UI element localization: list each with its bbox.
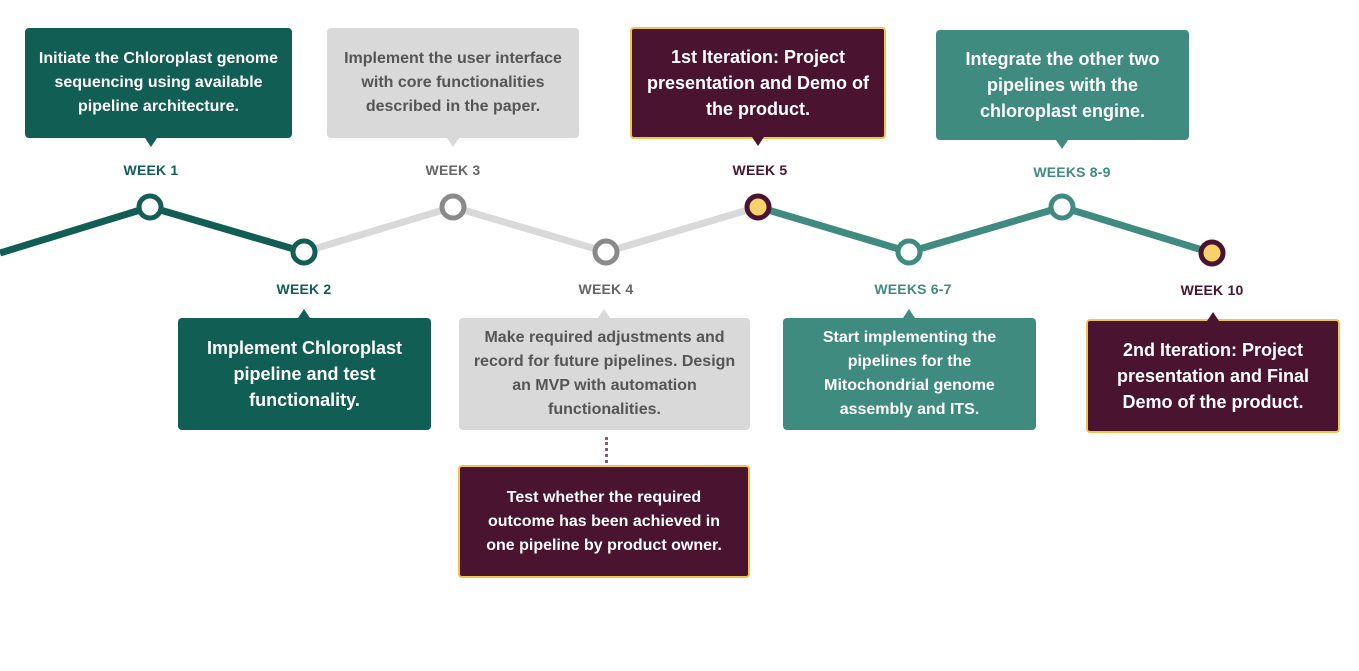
milestone-box-week-1: Initiate the Chloroplast genome sequenci… [25, 28, 292, 147]
milestone-box-weeks-6-7: Start implementing the pipelines for the… [783, 309, 1036, 430]
timeline-segment-7-8 [1060, 203, 1214, 257]
week-label-5: WEEK 5 [732, 162, 788, 178]
milestone-text-week-3: Implement the user interface with core f… [344, 50, 562, 115]
node-weeks-8-9 [1048, 193, 1076, 221]
node-week-4 [592, 238, 620, 266]
week-label-2: WEEK 2 [276, 281, 332, 297]
node-week-10 [1198, 239, 1226, 267]
node-week-2 [290, 238, 318, 266]
timeline-segment-6-7 [908, 203, 1063, 256]
timeline-segment-2-3 [302, 203, 455, 256]
week-label-6-7: WEEKS 6-7 [874, 281, 952, 297]
milestone-text-week-10: 2nd Iteration: Project presentation and … [1116, 340, 1310, 412]
timeline-segment-start [0, 203, 152, 257]
milestone-box-week-2: Implement Chloroplast pipeline and test … [178, 309, 431, 430]
milestone-box-week-4: Make required adjustments and record for… [459, 309, 750, 430]
milestone-text-weeks-6-7: Start implementing the pipelines for the… [822, 329, 997, 418]
node-week-1 [136, 193, 164, 221]
node-week-3 [439, 193, 467, 221]
week-label-10: WEEK 10 [1180, 282, 1244, 298]
dotted-connector [605, 437, 608, 463]
timeline-segment-4-5 [605, 203, 759, 256]
milestone-text-week-4: Make required adjustments and record for… [473, 329, 736, 418]
week-label-8-9: WEEKS 8-9 [1033, 164, 1111, 180]
milestone-text-weeks-8-9: Integrate the other two pipelines with t… [965, 49, 1160, 121]
timeline-segment-5-6 [757, 203, 910, 256]
milestone-box-week-5: 1st Iteration: Project presentation and … [630, 27, 886, 146]
milestone-text-week-1: Initiate the Chloroplast genome sequenci… [38, 50, 279, 115]
timeline-segment-1-2 [149, 203, 305, 256]
milestone-text-week-2: Implement Chloroplast pipeline and test … [206, 338, 403, 410]
week-label-1: WEEK 1 [123, 162, 179, 178]
node-weeks-6-7 [895, 238, 923, 266]
milestone-text-week-4-test: Test whether the required outcome has be… [486, 488, 722, 554]
timeline-segment-3-4 [452, 203, 607, 256]
week-label-4: WEEK 4 [578, 281, 634, 297]
milestone-box-week-4-test: Test whether the required outcome has be… [458, 465, 750, 578]
milestone-box-week-3: Implement the user interface with core f… [327, 28, 579, 147]
milestone-text-week-5: 1st Iteration: Project presentation and … [646, 47, 870, 119]
milestone-box-week-10: 2nd Iteration: Project presentation and … [1086, 312, 1340, 433]
milestone-box-weeks-8-9: Integrate the other two pipelines with t… [936, 30, 1189, 149]
week-label-3: WEEK 3 [425, 162, 481, 178]
node-week-5 [744, 193, 772, 221]
